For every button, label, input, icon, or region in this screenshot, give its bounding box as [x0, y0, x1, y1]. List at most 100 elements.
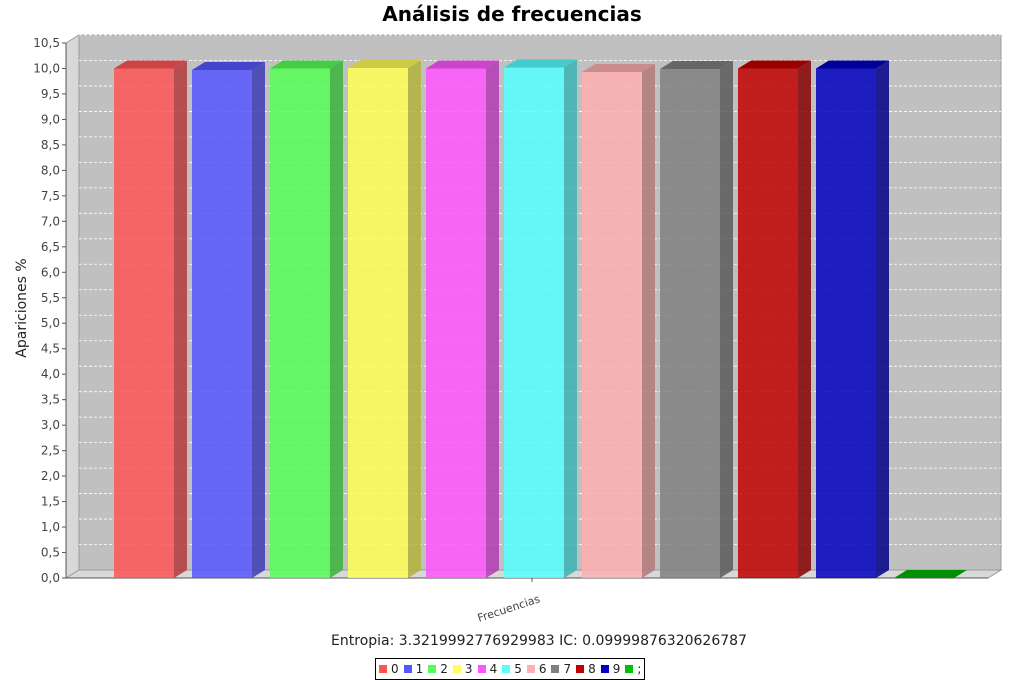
- bar-front: [192, 70, 252, 578]
- bar-front: [348, 67, 408, 578]
- bar-top: [738, 60, 811, 69]
- legend-label: 5: [514, 662, 522, 676]
- y-tick-label: 0,0: [41, 571, 60, 585]
- bar-front: [270, 68, 330, 578]
- legend-swatch: [379, 665, 387, 673]
- bar-front: [816, 68, 876, 578]
- legend-item: 7: [551, 662, 571, 676]
- bar-side: [642, 64, 655, 579]
- bar-5: [504, 59, 577, 578]
- legend-label: ;: [637, 662, 642, 676]
- legend-item: 9: [600, 662, 621, 676]
- bar-side: [720, 60, 733, 578]
- bar-top: [270, 60, 343, 69]
- bar-top: [660, 60, 733, 69]
- legend-label: 9: [612, 662, 621, 676]
- bar-top: [582, 64, 655, 73]
- legend-swatch: [477, 665, 486, 673]
- legend-label: 1: [415, 662, 424, 676]
- y-tick-label: 0,5: [41, 546, 60, 560]
- y-tick-label: 2,0: [41, 469, 60, 483]
- bar-side: [252, 62, 265, 578]
- bar-side: [564, 59, 577, 578]
- bar-top: [816, 60, 889, 69]
- legend-label: 2: [440, 662, 448, 676]
- y-tick-label: 7,5: [41, 189, 60, 203]
- bar-2: [270, 60, 343, 578]
- y-tick-label: 6,0: [41, 265, 60, 279]
- y-tick-label: 9,5: [41, 87, 60, 101]
- bar-top: [192, 62, 265, 71]
- bar-side: [408, 59, 421, 578]
- bar-top: [894, 570, 967, 578]
- y-tick-label: 4,0: [41, 367, 60, 381]
- bar-3: [348, 59, 421, 578]
- bar-front: [660, 68, 720, 578]
- legend-swatch: [452, 665, 461, 673]
- bar-top: [504, 59, 577, 68]
- legend-item: 0: [379, 662, 399, 676]
- legend-item: 2: [428, 662, 448, 676]
- bar-9: [816, 60, 889, 578]
- bar-front: [426, 68, 486, 578]
- legend-item: 6: [526, 662, 547, 676]
- y-tick-label: 7,0: [41, 214, 60, 228]
- bar-semicolon: [894, 570, 967, 578]
- bar-6: [582, 64, 655, 579]
- legend-item: 5: [502, 662, 522, 676]
- bar-7: [660, 60, 733, 578]
- legend-label: 4: [489, 662, 498, 676]
- legend-label: 8: [588, 662, 596, 676]
- bar-front: [738, 68, 798, 578]
- bar-top: [114, 60, 187, 69]
- y-tick-label: 3,5: [41, 393, 60, 407]
- plot-side-wall: [65, 34, 80, 579]
- y-tick-label: 5,5: [41, 291, 60, 305]
- bar-4: [426, 60, 499, 578]
- bar-side: [798, 60, 811, 578]
- bar-top: [348, 59, 421, 68]
- y-tick-label: 8,0: [41, 163, 60, 177]
- y-tick-label: 1,5: [41, 495, 60, 509]
- chart-title: Análisis de frecuencias: [382, 2, 642, 26]
- bar-top: [426, 60, 499, 69]
- legend-label: 3: [464, 662, 473, 676]
- bar-1: [192, 62, 265, 578]
- bar-front: [114, 68, 174, 578]
- bar-front: [582, 72, 642, 579]
- legend-swatch: [600, 665, 609, 673]
- legend-swatch: [428, 665, 437, 673]
- legend-item: 8: [576, 662, 596, 676]
- legend-swatch: [625, 665, 634, 673]
- y-tick-label: 5,0: [41, 316, 60, 330]
- legend-label: 6: [538, 662, 547, 676]
- legend-swatch: [502, 665, 511, 673]
- legend-item: 1: [403, 662, 424, 676]
- legend-item: ;: [625, 662, 641, 676]
- y-tick-label: 1,0: [41, 520, 60, 534]
- bar-side: [330, 60, 343, 578]
- bar-side: [174, 60, 187, 578]
- y-tick-label: 6,5: [41, 240, 60, 254]
- y-axis-label: Apariciones %: [14, 258, 30, 357]
- y-tick-label: 8,5: [41, 138, 60, 152]
- bar-side: [486, 60, 499, 578]
- x-category-label: Frecuencias: [476, 592, 542, 625]
- y-tick-label: 4,5: [41, 342, 60, 356]
- legend-label: 7: [563, 662, 572, 676]
- y-tick-label: 10,5: [33, 36, 60, 50]
- legend: 0 1 2 3 4 5 6 7 8 9;: [375, 658, 646, 680]
- y-tick-label: 10,0: [33, 61, 60, 75]
- y-tick-label: 2,5: [41, 444, 60, 458]
- bar-8: [738, 60, 811, 578]
- bar-front: [504, 67, 564, 578]
- bars: [114, 59, 967, 579]
- y-tick-label: 3,0: [41, 418, 60, 432]
- legend-item: 4: [477, 662, 498, 676]
- legend-label: 0: [391, 662, 399, 676]
- frequency-bar-chart: Análisis de frecuencias 0,0 0,5 1,0 1,5 2,0 2…: [14, 2, 1003, 625]
- entropy-subtitle: Entropia: 3.3219992776929983 IC: 0.09999…: [331, 633, 747, 649]
- legend-swatch: [576, 665, 585, 673]
- y-tick-label: 9,0: [41, 112, 60, 126]
- legend-item: 3: [452, 662, 473, 676]
